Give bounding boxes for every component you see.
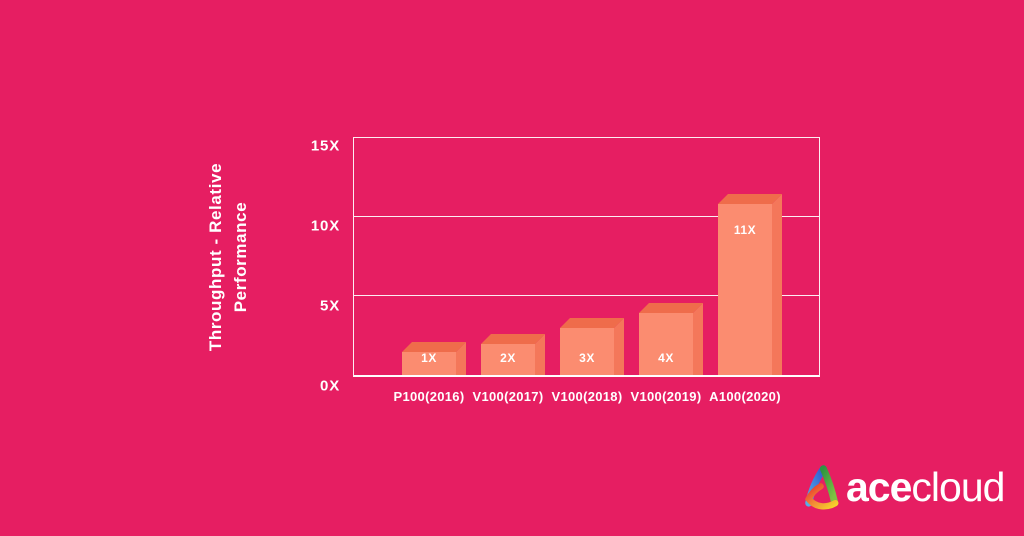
bar-facet (693, 303, 703, 375)
brand-logo-text-bold: ace (846, 464, 912, 510)
bar-facet (560, 328, 614, 375)
bar-facet (481, 344, 535, 375)
bar-facet (639, 313, 693, 375)
bar-P100(2016): 1X (402, 342, 466, 375)
gridline-10X (354, 216, 819, 217)
x-axis-label-A100(2020): A100(2020) (709, 389, 781, 404)
brand-logo: acecloud (801, 462, 1005, 512)
bar-facet (560, 318, 624, 328)
x-axis-label-V100(2018): V100(2018) (551, 389, 623, 404)
bar-value-label: 2X (500, 351, 516, 365)
y-axis-tick-10X: 10X (310, 217, 340, 235)
acecloud-triangle-logo-icon (804, 465, 839, 510)
y-axis-tick-0X: 0X (320, 377, 340, 395)
x-axis-label-P100(2016): P100(2016) (393, 389, 465, 404)
bar-value-label: 1X (421, 351, 437, 365)
bar-V100(2018): 3X (560, 318, 624, 375)
gridline-5X (354, 295, 819, 296)
bar-A100(2020): 11X (718, 194, 782, 375)
x-axis-labels: P100(2016) V100(2017) V100(2018) V100(2019)… (354, 389, 819, 409)
bar-facet (402, 352, 456, 375)
bar-facet (535, 334, 545, 375)
brand-logo-text: acecloud (846, 462, 1005, 512)
bar-V100(2017): 2X (481, 334, 545, 375)
x-axis-label-V100(2017): V100(2017) (472, 389, 544, 404)
bar-value-label: 3X (579, 351, 595, 365)
bar-V100(2019): 4X (639, 303, 703, 375)
bar-facet (772, 194, 782, 375)
bar-facet (639, 303, 703, 313)
bar-facet (481, 334, 545, 344)
bar-facet (614, 318, 624, 375)
plot-area: 1X 2X 3X 4X 11X (353, 137, 820, 377)
bar-facet (718, 194, 782, 204)
bar-facet (718, 204, 772, 375)
bar-value-label: 4X (658, 351, 674, 365)
bar-facet (456, 342, 466, 375)
bar-facet (402, 342, 466, 352)
y-axis-tick-5X: 5X (320, 297, 340, 315)
x-axis-label-V100(2019): V100(2019) (630, 389, 702, 404)
bar-value-label: 11X (734, 223, 756, 237)
brand-logo-text-regular: cloud (911, 464, 1005, 510)
y-axis-ticks: 0X 5X 10X 15X (280, 137, 340, 395)
y-axis-title-line1: Throughput - Relative (206, 162, 225, 352)
y-axis-title-line2: Performance (231, 201, 250, 313)
y-axis-tick-15X: 15X (310, 137, 340, 155)
y-axis-title: Throughput - Relative Performance (203, 127, 253, 387)
